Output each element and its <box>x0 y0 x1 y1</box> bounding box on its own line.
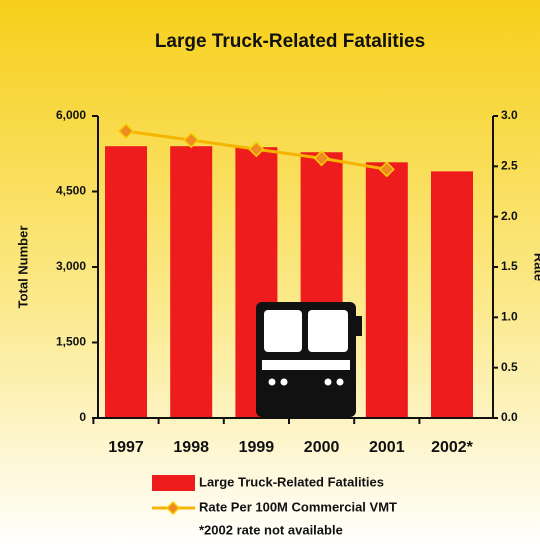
y2-tick-label: 2.0 <box>501 209 518 223</box>
rate-marker <box>183 132 200 149</box>
y2-tick-label: 3.0 <box>501 108 518 122</box>
y-tick-label: 6,000 <box>56 108 86 122</box>
y2-tick-label: 1.5 <box>501 259 518 273</box>
y-tick-label: 0 <box>79 410 86 424</box>
x-tick-label: 2000 <box>304 439 340 456</box>
x-tick-label: 2002* <box>431 439 474 456</box>
bar <box>365 162 408 418</box>
y-tick-label: 1,500 <box>56 335 86 349</box>
rate-marker <box>313 150 330 167</box>
y-tick-label: 3,000 <box>56 259 86 273</box>
legend-label: Rate Per 100M Commercial VMT <box>199 499 397 514</box>
rate-marker <box>378 161 395 178</box>
legend-marker <box>165 500 181 516</box>
rate-marker <box>117 123 135 140</box>
note: *2002 rate not available <box>199 522 343 537</box>
x-tick-label: 1997 <box>108 439 144 456</box>
bar <box>431 171 473 418</box>
bar <box>105 146 147 418</box>
y-tick-label: 4,500 <box>56 184 86 198</box>
x-tick-label: 1998 <box>173 439 209 456</box>
y2-tick-label: 0.0 <box>501 410 518 424</box>
truck-icon <box>256 302 362 418</box>
bar <box>170 146 213 418</box>
legend-label: Large Truck-Related Fatalities <box>199 474 384 489</box>
legend-swatch <box>152 475 195 491</box>
y2-axis-title: Rate <box>532 253 540 281</box>
y2-tick-label: 2.5 <box>501 159 518 173</box>
x-tick-label: 1999 <box>239 439 275 456</box>
x-tick-label: 2001 <box>369 439 405 456</box>
rate-marker <box>248 141 265 158</box>
y2-tick-label: 1.0 <box>501 310 518 324</box>
y-axis-title: Total Number <box>15 226 30 309</box>
y2-tick-label: 0.5 <box>501 360 518 374</box>
chart-title: Large Truck-Related Fatalities <box>155 31 425 52</box>
